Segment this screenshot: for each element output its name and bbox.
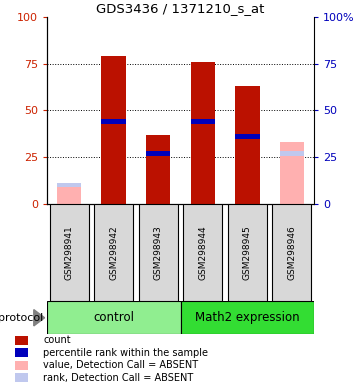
Bar [94, 204, 133, 301]
Bar [47, 301, 180, 334]
Bar [101, 119, 126, 124]
Bar [191, 119, 215, 124]
Bar [183, 204, 222, 301]
Bar [228, 204, 267, 301]
Bar [139, 204, 178, 301]
Text: Math2 expression: Math2 expression [195, 311, 300, 324]
Bar [180, 301, 314, 334]
Bar [235, 86, 260, 204]
Text: count: count [43, 335, 71, 345]
Bar [191, 62, 215, 204]
Bar [235, 134, 260, 139]
Text: control: control [93, 311, 134, 324]
Text: percentile rank within the sample: percentile rank within the sample [43, 348, 208, 358]
Bar [57, 185, 82, 204]
Text: GSM298943: GSM298943 [154, 225, 163, 280]
Text: GSM298944: GSM298944 [198, 225, 207, 280]
Bar [101, 56, 126, 204]
Bar [279, 142, 304, 204]
Text: value, Detection Call = ABSENT: value, Detection Call = ABSENT [43, 360, 199, 370]
Bar [279, 151, 304, 156]
Bar [15, 361, 28, 370]
Bar [146, 151, 170, 156]
Bar [57, 182, 82, 187]
Bar [272, 204, 312, 301]
Text: GSM298942: GSM298942 [109, 225, 118, 280]
Polygon shape [34, 310, 45, 326]
Text: GSM298946: GSM298946 [287, 225, 296, 280]
Bar [15, 336, 28, 345]
Bar [49, 204, 89, 301]
Bar [146, 135, 170, 204]
Text: rank, Detection Call = ABSENT: rank, Detection Call = ABSENT [43, 373, 193, 383]
Text: protocol: protocol [0, 313, 43, 323]
Bar [15, 348, 28, 357]
Bar [15, 373, 28, 382]
Title: GDS3436 / 1371210_s_at: GDS3436 / 1371210_s_at [96, 2, 265, 15]
Text: GSM298941: GSM298941 [65, 225, 74, 280]
Text: GSM298945: GSM298945 [243, 225, 252, 280]
